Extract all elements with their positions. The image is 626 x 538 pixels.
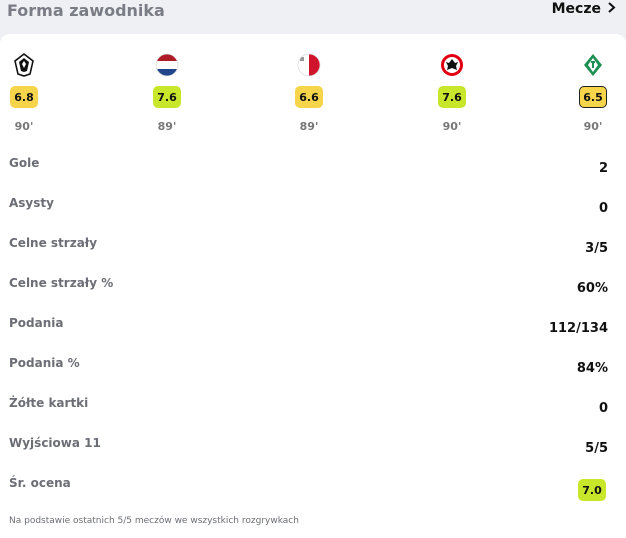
minutes-played: 90' bbox=[583, 120, 603, 133]
stat-label: Podania % bbox=[9, 356, 80, 370]
stat-label: Asysty bbox=[9, 196, 54, 210]
stat-label: Gole bbox=[9, 156, 40, 170]
stat-row-average-rating: Śr. ocena 7.0 bbox=[0, 470, 626, 510]
section-title: Forma zawodnika bbox=[7, 1, 165, 20]
stat-value: 0 bbox=[598, 201, 608, 216]
average-rating-badge: 7.0 bbox=[578, 479, 606, 501]
stat-label: Śr. ocena bbox=[9, 476, 71, 490]
stat-value: 0 bbox=[598, 401, 608, 416]
minutes-played: 90' bbox=[442, 120, 462, 133]
match-item[interactable]: 6.5 90' bbox=[563, 52, 623, 133]
stat-label: Podania bbox=[9, 316, 64, 330]
stat-label: Wyjściowa 11 bbox=[9, 436, 101, 450]
matches-link[interactable]: Mecze bbox=[552, 1, 616, 17]
match-item[interactable]: 7.6 90' bbox=[422, 52, 482, 133]
minutes-played: 89' bbox=[299, 120, 319, 133]
match-rating: 7.6 bbox=[438, 86, 466, 108]
stat-value: 2 bbox=[598, 161, 608, 176]
stat-label: Żółte kartki bbox=[9, 396, 89, 410]
stat-row-starting-eleven: Wyjściowa 11 5/5 bbox=[0, 430, 626, 470]
malta-flag-icon bbox=[296, 52, 322, 78]
stat-row-passes-pct: Podania % 84% bbox=[0, 350, 626, 390]
stat-row-shots-on-target-pct: Celne strzały % 60% bbox=[0, 270, 626, 310]
minutes-played: 90' bbox=[14, 120, 34, 133]
netherlands-flag-icon bbox=[154, 52, 180, 78]
stat-row-goals: Gole 2 bbox=[0, 150, 626, 190]
stat-row-yellow-cards: Żółte kartki 0 bbox=[0, 390, 626, 430]
match-item[interactable]: 6.8 90' bbox=[0, 52, 54, 133]
match-rating: 6.8 bbox=[10, 86, 38, 108]
player-form-card: 6.8 90' 7.6 89' bbox=[0, 34, 626, 538]
stat-value: 3/5 bbox=[585, 241, 608, 256]
stat-value: 112/134 bbox=[548, 321, 608, 336]
footnote: Na podstawie ostatnich 5/5 meczów we wsz… bbox=[9, 516, 299, 526]
gladbach-crest-icon bbox=[11, 52, 37, 78]
stat-label: Celne strzały % bbox=[9, 276, 114, 290]
matches-link-label: Mecze bbox=[551, 1, 601, 17]
stat-value: 84% bbox=[576, 361, 608, 376]
match-rating: 7.6 bbox=[153, 86, 181, 108]
stat-row-assists: Asysty 0 bbox=[0, 190, 626, 230]
match-rating: 6.5 bbox=[579, 86, 607, 108]
match-item[interactable]: 6.6 89' bbox=[279, 52, 339, 133]
match-rating: 6.6 bbox=[295, 86, 323, 108]
eintracht-crest-icon bbox=[439, 52, 465, 78]
match-item[interactable]: 7.6 89' bbox=[137, 52, 197, 133]
chevron-right-icon bbox=[607, 2, 616, 16]
stat-value: 5/5 bbox=[585, 441, 608, 456]
stat-value: 60% bbox=[576, 281, 608, 296]
stat-label: Celne strzały bbox=[9, 236, 98, 250]
section-header: Forma zawodnika Mecze bbox=[0, 0, 626, 24]
stat-row-shots-on-target: Celne strzały 3/5 bbox=[0, 230, 626, 270]
stat-row-passes: Podania 112/134 bbox=[0, 310, 626, 350]
werder-crest-icon bbox=[580, 52, 606, 78]
minutes-played: 89' bbox=[157, 120, 177, 133]
recent-matches-row: 6.8 90' 7.6 89' bbox=[0, 52, 626, 142]
